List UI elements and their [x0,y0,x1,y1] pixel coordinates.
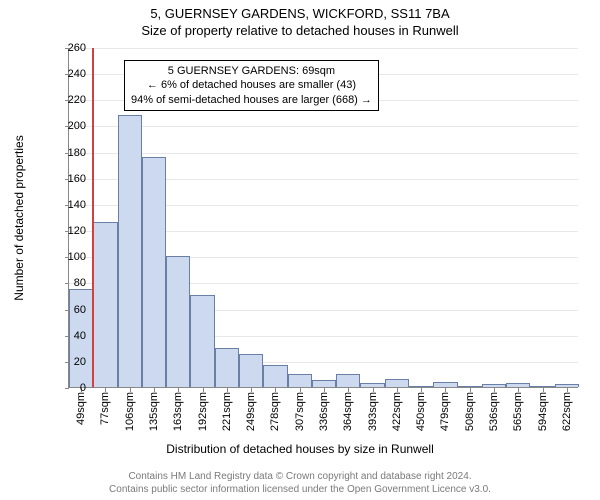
gridline [69,153,578,154]
chart-container: 5, GUERNSEY GARDENS, WICKFORD, SS11 7BA … [0,0,600,500]
histogram-bar [336,374,360,387]
chart-title-line2: Size of property relative to detached ho… [0,21,600,38]
gridline [69,48,578,49]
histogram-bar [360,383,384,387]
histogram-bar [166,256,190,387]
x-axis-label: Distribution of detached houses by size … [0,442,600,456]
ytick-label: 20 [56,356,86,368]
histogram-bar [385,379,409,387]
xtick-label: 163sqm [172,392,184,431]
xtick-label: 536sqm [488,392,500,431]
xtick-label: 364sqm [342,392,354,431]
histogram-bar [555,384,579,387]
ytick-label: 180 [56,147,86,159]
ytick-label: 40 [56,330,86,342]
footer-line2: Contains public sector information licen… [0,483,600,496]
xtick-label: 192sqm [197,392,209,431]
xtick-label: 77sqm [99,392,111,425]
histogram-bar [530,386,554,387]
y-axis-label: Number of detached properties [12,135,26,300]
xtick-label: 508sqm [464,392,476,431]
footer-attribution: Contains HM Land Registry data © Crown c… [0,470,600,496]
histogram-bar [190,295,214,387]
histogram-bar [263,365,287,387]
xtick-label: 422sqm [391,392,403,431]
ytick-label: 240 [56,68,86,80]
xtick-label: 307sqm [294,392,306,431]
ytick-label: 100 [56,251,86,263]
histogram-bar [433,382,457,387]
xtick-label: 221sqm [221,392,233,431]
ytick-label: 200 [56,120,86,132]
histogram-bar [215,348,239,387]
chart-title-line1: 5, GUERNSEY GARDENS, WICKFORD, SS11 7BA [0,0,600,21]
xtick-label: 106sqm [124,392,136,431]
xtick-label: 49sqm [75,392,87,425]
ytick-label: 160 [56,173,86,185]
annotation-box: 5 GUERNSEY GARDENS: 69sqm← 6% of detache… [124,60,379,111]
histogram-bar [458,386,482,387]
histogram-bar [118,115,142,387]
gridline [69,126,578,127]
chart-area: 49sqm77sqm106sqm135sqm163sqm192sqm221sqm… [68,48,578,388]
footer-line1: Contains HM Land Registry data © Crown c… [0,470,600,483]
ytick-label: 120 [56,225,86,237]
histogram-bar [312,380,336,387]
ytick-label: 260 [56,42,86,54]
ytick-label: 140 [56,199,86,211]
xtick-label: 594sqm [537,392,549,431]
xtick-label: 479sqm [439,392,451,431]
xtick-label: 135sqm [148,392,160,431]
histogram-bar [409,386,433,387]
property-marker-line [92,48,94,387]
ytick-label: 60 [56,304,86,316]
histogram-bar [142,157,166,387]
ytick-label: 0 [56,382,86,394]
xtick-label: 249sqm [245,392,257,431]
xtick-label: 622sqm [561,392,573,431]
xtick-label: 450sqm [415,392,427,431]
xtick-label: 336sqm [318,392,330,431]
annotation-line1: 5 GUERNSEY GARDENS: 69sqm [131,64,372,78]
plot-region: 49sqm77sqm106sqm135sqm163sqm192sqm221sqm… [68,48,578,388]
histogram-bar [482,384,506,387]
histogram-bar [93,222,117,387]
xtick-label: 393sqm [367,392,379,431]
histogram-bar [506,383,530,387]
annotation-line2: ← 6% of detached houses are smaller (43) [131,78,372,92]
xtick-label: 278sqm [269,392,281,431]
annotation-line3: 94% of semi-detached houses are larger (… [131,93,372,107]
xtick-label: 565sqm [512,392,524,431]
histogram-bar [239,354,263,387]
histogram-bar [288,374,312,387]
ytick-label: 80 [56,277,86,289]
ytick-label: 220 [56,94,86,106]
